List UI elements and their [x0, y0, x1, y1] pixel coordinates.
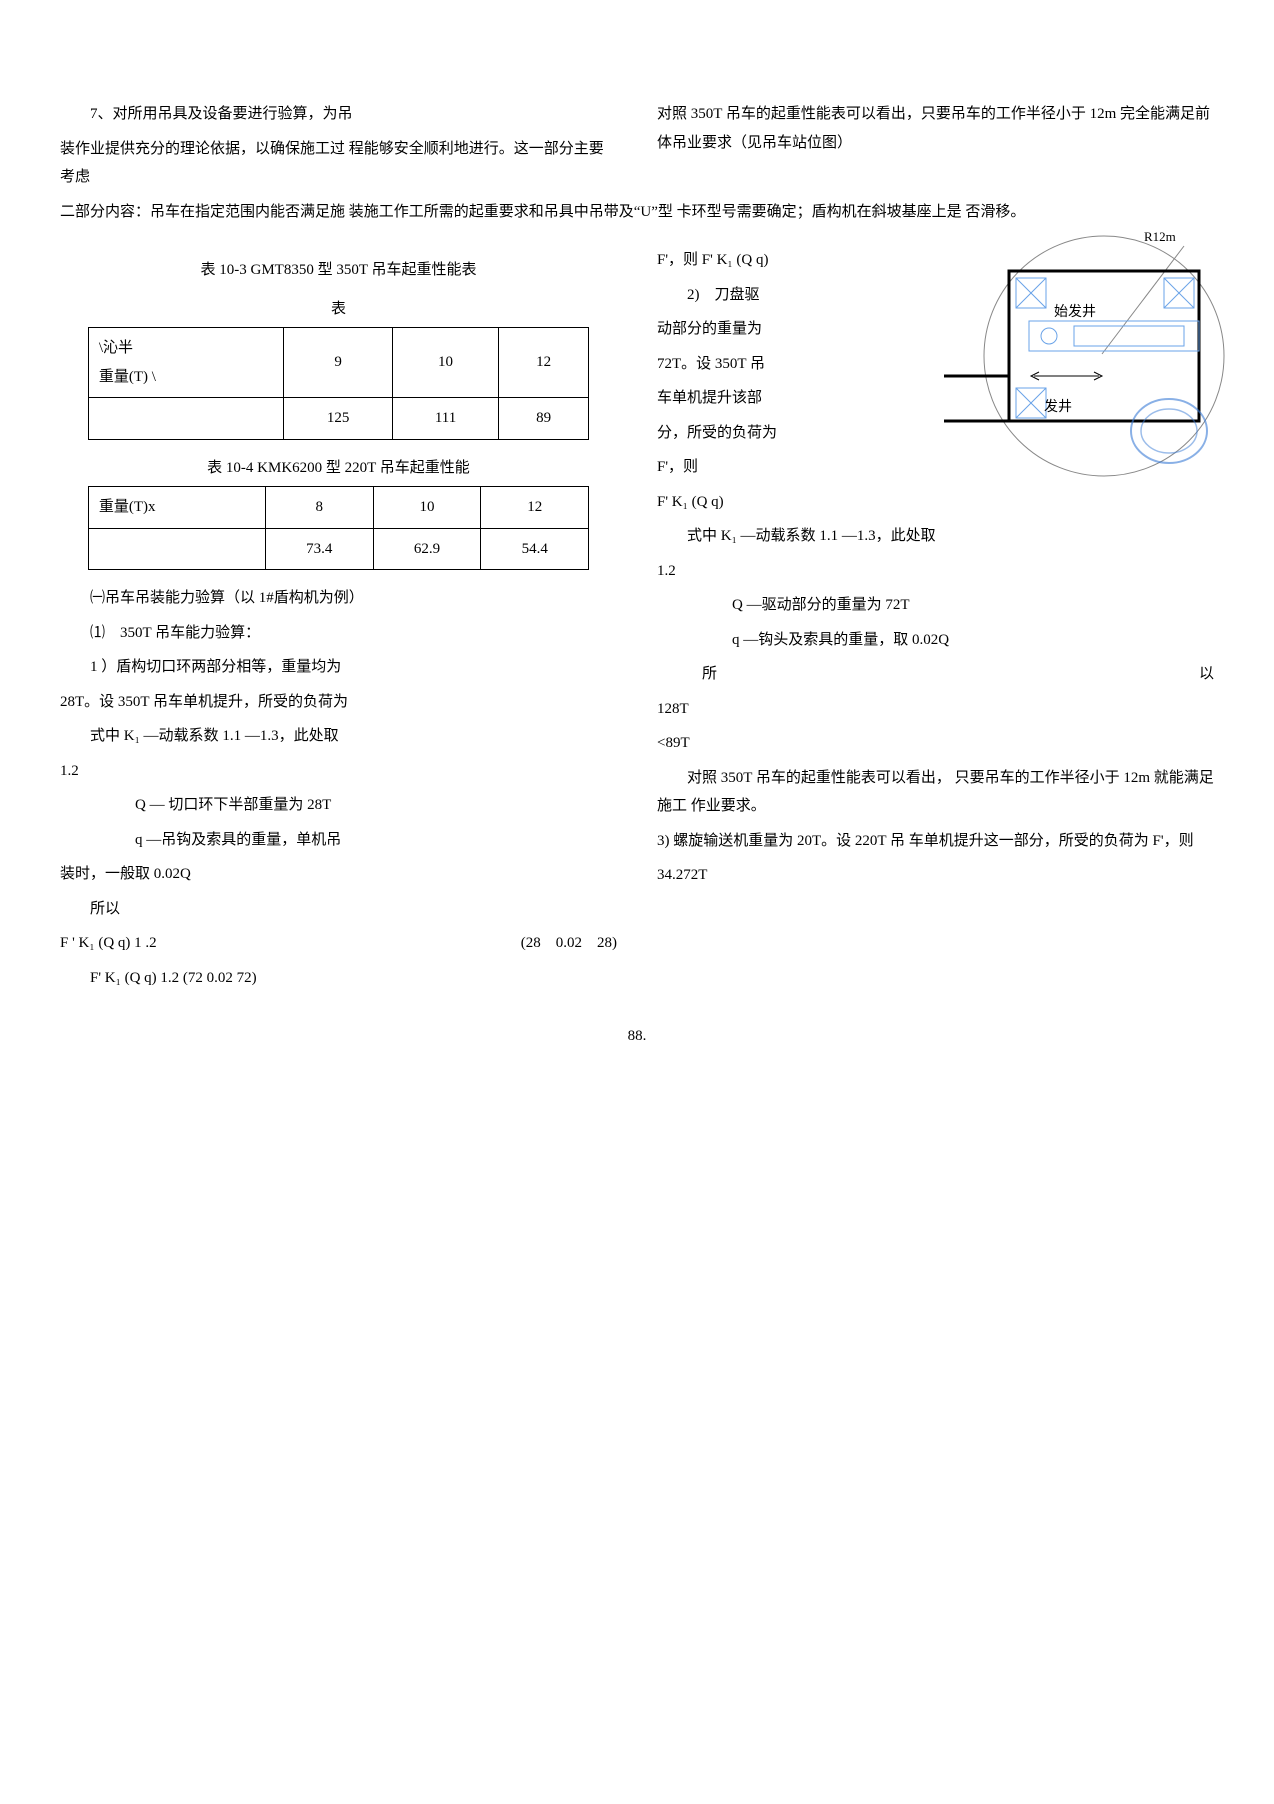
- table103-v0: 125: [284, 398, 393, 440]
- left-l4: 28T。设 350T 吊车单机提升，所受的负荷为: [60, 688, 617, 717]
- table104-v2: 54.4: [481, 528, 589, 570]
- right-column: R12m: [657, 246, 1214, 998]
- right-r18: 34.272T: [657, 861, 1214, 890]
- right-r13a: 所: [657, 660, 717, 689]
- right-r7: F'，则: [657, 453, 1214, 482]
- left-l8: q —吊钩及索具的重量，单机吊: [60, 826, 617, 855]
- left-l2: ⑴ 350T 吊车能力验算：: [60, 619, 617, 648]
- left-l1: ㈠吊车吊装能力验算（以 1#盾构机为例）: [60, 584, 617, 613]
- right-r9: 式中 K₁ —动载系数 1.1 —1.3，此处取: [657, 522, 1214, 551]
- right-r2: 2) 刀盘驱: [657, 281, 1214, 310]
- left-l9: 装时，一般取 0.02Q: [60, 860, 617, 889]
- diagram-r12-label: R12m: [1144, 229, 1176, 244]
- left-l7: Q — 切口环下半部重量为 28T: [60, 791, 617, 820]
- right-r17: 3) 螺旋输送机重量为 20T。设 220T 吊 车单机提升这一部分，所受的负荷…: [657, 827, 1214, 856]
- table103-header-label: \沁半 重量(T) \: [88, 328, 283, 398]
- left-l11a: F ' K₁ (Q q) 1 .2: [60, 929, 157, 958]
- right-r14: 128T: [657, 695, 1214, 724]
- left-l3: 1 ）盾构切口环两部分相等，重量均为: [60, 653, 617, 682]
- intro-p3: 二部分内容：吊车在指定范围内能否满足施 装施工作工所需的起重要求和吊具中吊带及“…: [60, 198, 1214, 227]
- two-columns: 表 10-3 GMT8350 型 350T 吊车起重性能表 表 \沁半 重量(T…: [60, 246, 1214, 998]
- table103-title: 表 10-3 GMT8350 型 350T 吊车起重性能表: [60, 256, 617, 285]
- table104-col1: 10: [373, 487, 481, 529]
- right-r8: F' K₁ (Q q): [657, 488, 1214, 517]
- table-104: 重量(T)x 8 10 12 73.4 62.9 54.4: [88, 486, 589, 570]
- table103-subtitle: 表: [60, 295, 617, 324]
- right-r13b: 以: [1199, 660, 1214, 689]
- right-r6: 分，所受的负荷为: [657, 419, 1214, 448]
- right-r13: 所 以: [657, 660, 1214, 689]
- right-r1: F'，则 F' K₁ (Q q): [657, 246, 1214, 275]
- table104-title: 表 10-4 KMK6200 型 220T 吊车起重性能: [60, 454, 617, 483]
- table104-v0: 73.4: [265, 528, 373, 570]
- left-column: 表 10-3 GMT8350 型 350T 吊车起重性能表 表 \沁半 重量(T…: [60, 246, 617, 998]
- intro-block: 7、对所用吊具及设备要进行验算，为吊 装作业提供充分的理论依据，以确保施工过 程…: [60, 100, 1214, 226]
- right-r12: q —钩头及索具的重量，取 0.02Q: [657, 626, 1214, 655]
- left-l5: 式中 K₁ —动载系数 1.1 —1.3，此处取: [60, 722, 617, 751]
- table104-col2: 12: [481, 487, 589, 529]
- table-row: 重量(T)x 8 10 12: [88, 487, 588, 529]
- right-r11: Q —驱动部分的重量为 72T: [657, 591, 1214, 620]
- table-row: \沁半 重量(T) \ 9 10 12: [88, 328, 588, 398]
- left-l10: 所以: [60, 895, 617, 924]
- table104-col0: 8: [265, 487, 373, 529]
- left-l12: F' K₁ (Q q) 1.2 (72 0.02 72): [60, 964, 617, 993]
- table103-v2: 89: [499, 398, 589, 440]
- right-r10: 1.2: [657, 557, 1214, 586]
- right-r4: 72T。设 350T 吊: [657, 350, 1214, 379]
- left-l11b: (28 0.02 28): [521, 929, 617, 958]
- page-number: 88.: [60, 1022, 1214, 1051]
- table-103: \沁半 重量(T) \ 9 10 12 125 111 89: [88, 327, 589, 440]
- page: 7、对所用吊具及设备要进行验算，为吊 装作业提供充分的理论依据，以确保施工过 程…: [60, 100, 1214, 1051]
- table103-v1: 111: [393, 398, 499, 440]
- right-r15: <89T: [657, 729, 1214, 758]
- table104-header-label: 重量(T)x: [88, 487, 265, 529]
- table-row: 73.4 62.9 54.4: [88, 528, 588, 570]
- right-r3: 动部分的重量为: [657, 315, 1214, 344]
- right-r16: 对照 350T 吊车的起重性能表可以看出， 只要吊车的工作半径小于 12m 就能…: [657, 764, 1214, 821]
- left-l6: 1.2: [60, 757, 617, 786]
- table104-v1: 62.9: [373, 528, 481, 570]
- table103-col1: 10: [393, 328, 499, 398]
- intro-p2: 装作业提供充分的理论依据，以确保施工过 程能够安全顺利地进行。这一部分主要考虑: [60, 135, 617, 192]
- intro-p1: 7、对所用吊具及设备要进行验算，为吊: [60, 100, 617, 129]
- right-r5: 车单机提升该部: [657, 384, 1214, 413]
- table-row: 125 111 89: [88, 398, 588, 440]
- left-l11: F ' K₁ (Q q) 1 .2 (28 0.02 28): [60, 929, 617, 958]
- table103-col0: 9: [284, 328, 393, 398]
- intro-r1: 对照 350T 吊车的起重性能表可以看出，只要吊车的工作半径小于 12m 完全能…: [657, 100, 1214, 157]
- table103-col2: 12: [499, 328, 589, 398]
